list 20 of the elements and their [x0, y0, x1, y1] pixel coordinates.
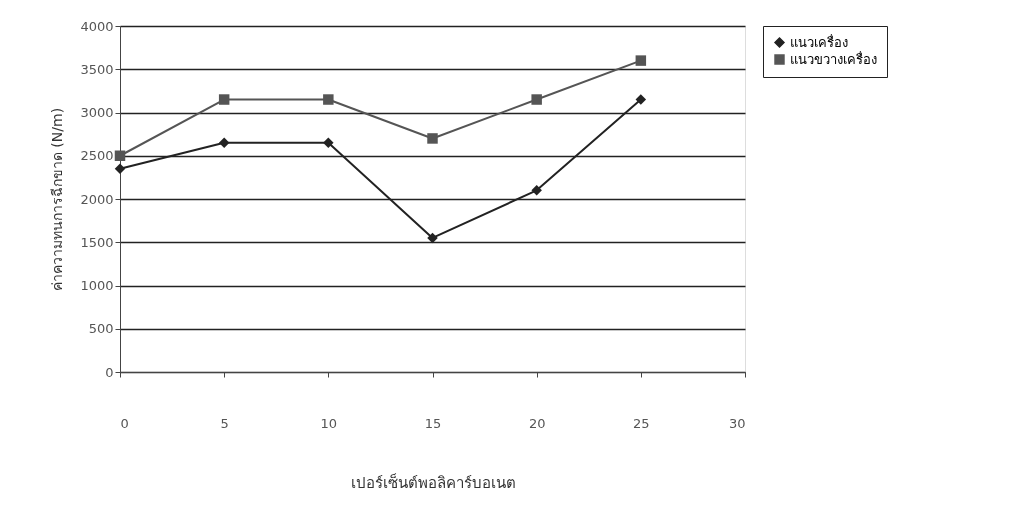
y-axis-title: ค่าความทนการฉีกขาด (N/m) — [49, 107, 66, 292]
y-tick-label: 3500 — [80, 61, 114, 77]
x-tick-label: 10 — [320, 415, 338, 431]
y-tick-label: 2500 — [80, 148, 114, 164]
x-axis-title: เปอร์เซ็นต์พอลิคาร์บอเนต — [350, 472, 516, 492]
x-tick-label: 25 — [633, 415, 650, 431]
y-tick-label: 2000 — [80, 191, 114, 207]
x-tick-label: 30 — [728, 415, 746, 431]
y-tick-label: 500 — [88, 321, 114, 337]
y-tick-label: 3000 — [80, 105, 114, 120]
y-tick-label: 1000 — [80, 278, 114, 293]
y-tick-label: 0 — [105, 364, 114, 380]
legend-label: แนวขวางเครื่อง — [790, 50, 877, 67]
y-tick-label: 4000 — [80, 18, 114, 34]
x-tick-label: 15 — [424, 415, 442, 431]
x-tick-label: 20 — [528, 415, 546, 431]
y-tick-label: 1500 — [80, 234, 114, 250]
legend-label: แนวเครื่อง — [790, 33, 848, 50]
x-tick-label: 0 — [120, 415, 129, 431]
x-tick-label: 5 — [220, 415, 229, 431]
